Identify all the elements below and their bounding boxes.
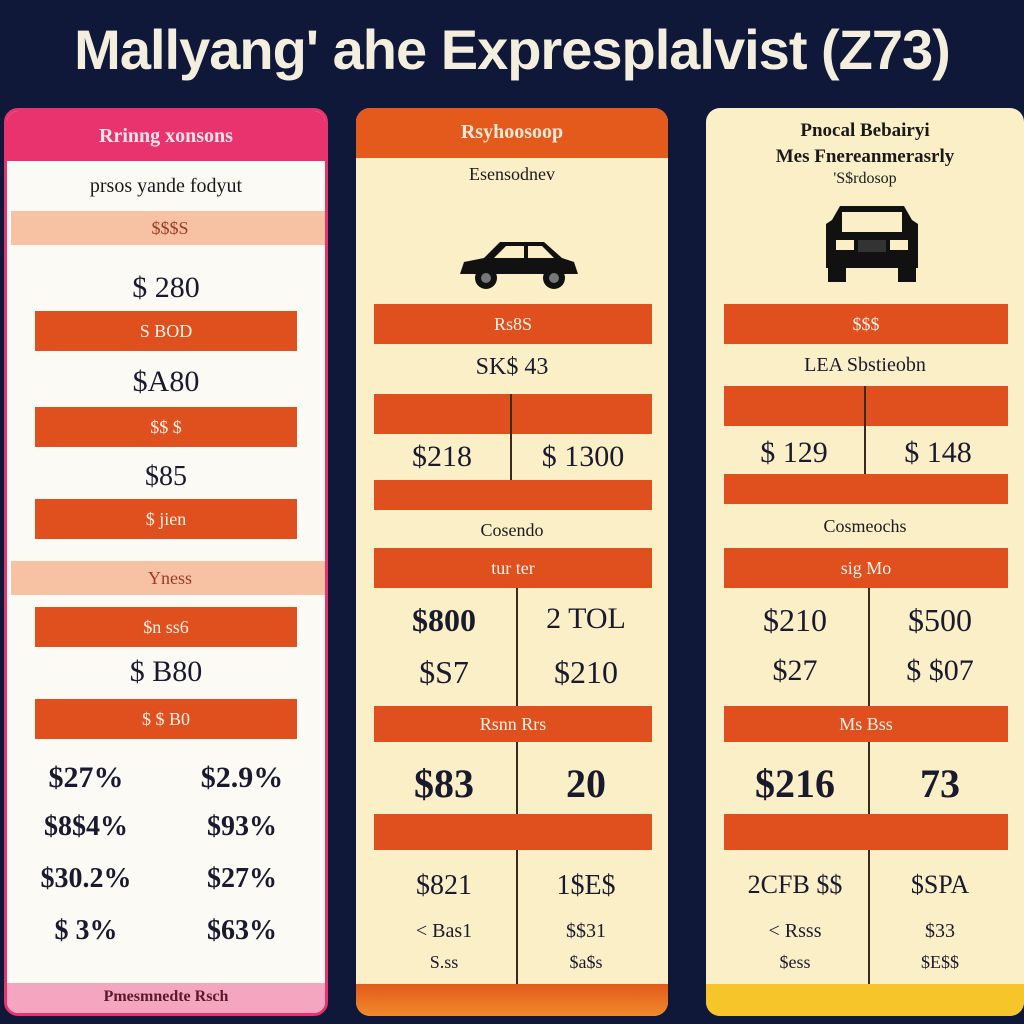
panel-3-grid2-r2-right: $33 xyxy=(925,920,955,942)
panel-2-price-band-top xyxy=(374,394,652,434)
panel-1-band-3: $ jien xyxy=(35,499,297,539)
pricing-panel-1: Rrinng xonsons prsos yande fodyut $$$S $… xyxy=(4,108,328,1016)
sedan-car-icon xyxy=(460,242,578,289)
panel-2-big-right: 20 xyxy=(566,761,606,806)
panel-2-price-divider xyxy=(510,394,512,510)
panel-3-big-left: $216 xyxy=(755,761,835,806)
panel-1-band-1: S BOD xyxy=(35,311,297,351)
panel-1-band-2: $$ $ xyxy=(35,407,297,447)
panel-1-row-2-right: $93% xyxy=(207,811,277,842)
panel-3-price-band-bottom xyxy=(724,474,1008,504)
panel-1-footer-band xyxy=(7,983,325,1013)
panel-2-header-band xyxy=(356,108,668,158)
panel-2-grid2-r2-right: $$31 xyxy=(566,920,606,942)
panel-3-price-band-top xyxy=(724,386,1008,426)
panel-1-band-top: $$$S xyxy=(11,211,325,245)
panel-1-header-band xyxy=(7,111,325,161)
panel-3-big-right: 73 xyxy=(920,761,960,806)
panel-1-footer: Pmesmnedte Rsch xyxy=(103,988,229,1005)
panel-1-row-3-right: $27% xyxy=(207,863,277,894)
panel-2-price-band-bottom xyxy=(374,480,652,510)
panel-2-price-left: $218 xyxy=(412,440,472,473)
panel-3-grid2-r1-right: $SPA xyxy=(910,870,970,899)
panel-2-band-3: Rsnn Rrs xyxy=(374,706,652,742)
panel-2-grid2-r3-left: S.ss xyxy=(429,952,459,972)
panel-1-subheader: prsos yande fodyut xyxy=(89,175,243,197)
panel-1-row-1-left: $27% xyxy=(48,761,124,794)
panel-1-row-3-left: $30.2% xyxy=(40,863,132,894)
panel-2-grid2-r1-right: 1$E$ xyxy=(556,870,616,901)
panel-1-band-5: $ $ B0 xyxy=(35,699,297,739)
panel-2-price-right: $ 1300 xyxy=(541,440,625,473)
panel-3-grid1-r2-left: $27 xyxy=(772,654,818,687)
panel-3-header-line-3: 'S$rdosop xyxy=(833,170,897,187)
panel-3-header-line-1: Pnocal Bebairyi xyxy=(800,120,930,141)
panel-1-row-1-right: $2.9% xyxy=(200,761,284,794)
panel-1-value-1: $ 280 xyxy=(132,271,200,304)
panel-3-band-2: sig Mo xyxy=(724,548,1008,588)
panel-2-grid-divider xyxy=(516,588,518,1008)
panel-3-grid1-r1-right: $500 xyxy=(908,602,972,638)
panel-3-header-line-2: Mes Fnereanmerasrly xyxy=(775,146,955,167)
panel-2-band-1: Rs8S xyxy=(374,304,652,344)
panel-3-grid2-r2-left: < Rsss xyxy=(768,920,822,942)
panel-1-row-4-right: $63% xyxy=(207,915,277,946)
panel-2-subheader: Esensodnev xyxy=(469,164,555,184)
panel-1-row-4-left: $ 3% xyxy=(54,915,118,946)
panel-3-grid-divider xyxy=(868,588,870,1008)
panel-2-grid2-r3-right: $a$s xyxy=(569,952,603,972)
panel-1-value-4: $ B80 xyxy=(129,655,203,688)
panel-1-value-3: $85 xyxy=(145,461,187,492)
panel-3-price-divider xyxy=(864,386,866,504)
panel-2-value-center: SK$ 43 xyxy=(475,354,549,380)
panel-2-grid2-r2-left: < Bas1 xyxy=(415,920,473,942)
panel-1-band-4: $n ss6 xyxy=(35,607,297,647)
panel-2-grid1-r2-left: $S7 xyxy=(419,654,469,690)
pricing-panel-2: Rsyhoosoop Esensodnev Rs8S SK$ 43 $218 $… xyxy=(356,108,668,1016)
suv-front-icon xyxy=(826,206,918,282)
panel-1-header: Rrinng xonsons xyxy=(99,125,233,147)
panel-2-band-2: tur ter xyxy=(374,548,652,588)
panel-3-grid2-r3-right: $E$$ xyxy=(921,952,959,972)
page-title: Mallyang' ahe Expresplalvist (Z73) xyxy=(74,18,951,81)
pricing-panel-3: Pnocal Bebairyi Mes Fnereanmerasrly 'S$r… xyxy=(706,108,1024,1016)
panel-2-grid1-r1-right: 2 TOL xyxy=(546,602,626,635)
panel-3-price-left: $ 129 xyxy=(760,436,828,469)
panel-3-value-center: LEA Sbstieobn xyxy=(804,354,926,376)
panel-3-grid1-r2-right: $ $07 xyxy=(906,654,974,687)
panel-2-header: Rsyhoosoop xyxy=(460,121,564,143)
panel-2-grid1-r1-left: $800 xyxy=(412,602,476,638)
panel-2-footer-band xyxy=(356,984,668,1016)
panel-2-grid2-band xyxy=(374,814,652,850)
panel-1-row-2-left: $8$4% xyxy=(44,811,128,842)
panel-1-band-pink-2: Yness xyxy=(11,561,325,595)
panel-3-grid2-r3-left: $ess xyxy=(779,952,811,972)
panel-3-grid2-r1-left: 2CFB $$ xyxy=(747,870,843,899)
panel-2-grid2-r1-left: $821 xyxy=(416,870,472,901)
panel-2-section-label: Cosendo xyxy=(480,520,544,540)
panel-3-grid1-r1-left: $210 xyxy=(763,602,827,638)
panel-1-value-2: $A80 xyxy=(132,365,200,398)
panel-3-section-label: Cosmeochs xyxy=(823,516,907,536)
panel-3-price-right: $ 148 xyxy=(904,436,972,469)
panel-2-big-left: $83 xyxy=(414,761,474,806)
panel-3-grid2-band xyxy=(724,814,1008,850)
panel-2-grid1-r2-right: $210 xyxy=(554,654,618,690)
panel-3-footer-band xyxy=(706,984,1024,1016)
panel-3-band-3: Ms Bss xyxy=(724,706,1008,742)
panel-3-band-1: $$$ xyxy=(724,304,1008,344)
